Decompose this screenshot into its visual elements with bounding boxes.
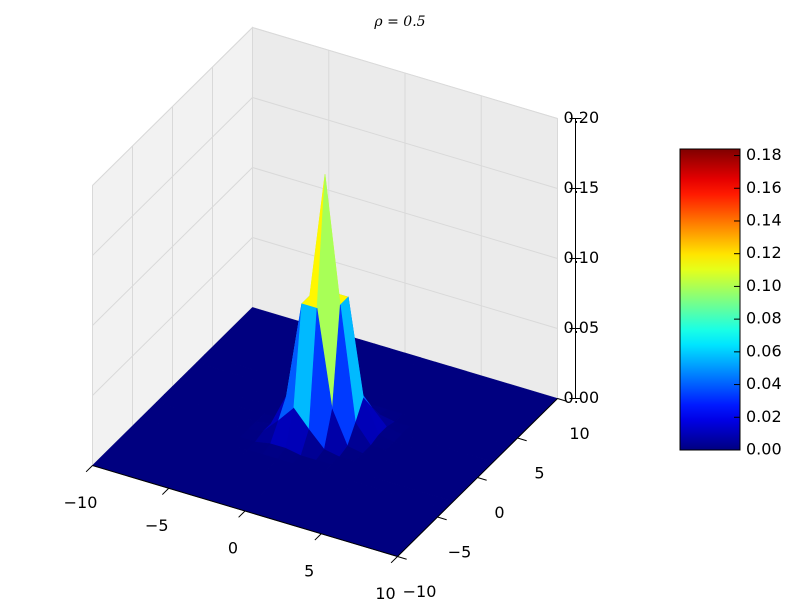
z-tick-label: 0.10 (564, 248, 600, 267)
z-tick-label: 0.20 (564, 108, 600, 127)
y-tick-label: 10 (569, 424, 589, 443)
colorbar-tick-label: 0.02 (746, 407, 782, 426)
x-tick-label: 0 (228, 539, 238, 558)
y-tick-label: 5 (534, 464, 544, 483)
y-tick (437, 516, 447, 521)
x-tick-label: −5 (145, 516, 169, 535)
surface (91, 174, 559, 557)
x-tick-label: 5 (304, 561, 314, 580)
y-tick (517, 437, 527, 442)
x-tick (390, 556, 398, 564)
x-tick-label: 10 (375, 584, 395, 600)
colorbar-tick-label: 0.16 (746, 178, 782, 197)
z-tick-label: 0.05 (564, 318, 600, 337)
y-tick (557, 398, 567, 402)
y-tick-label: −10 (403, 582, 437, 600)
y-tick (477, 477, 487, 481)
colorbar-tick-label: 0.12 (746, 243, 782, 262)
chart-title: ρ = 0.5 (373, 14, 425, 30)
x-tick (238, 510, 246, 518)
colorbar-tick-label: 0.04 (746, 374, 782, 393)
z-tick-label: 0.00 (564, 388, 600, 407)
colorbar-tick-label: 0.00 (746, 440, 782, 459)
colorbar-tick-label: 0.08 (746, 309, 782, 328)
x-tick (85, 465, 93, 473)
x-tick (314, 533, 322, 541)
colorbar-tick-label: 0.14 (746, 210, 782, 229)
x-tick-label: −10 (64, 493, 98, 512)
colorbar-tick-label: 0.06 (746, 341, 782, 360)
y-tick-label: 0 (494, 503, 504, 522)
colorbar-tick-label: 0.18 (746, 145, 782, 164)
colorbar-tick-label: 0.10 (746, 276, 782, 295)
y-tick (397, 556, 407, 560)
colorbar (679, 148, 741, 451)
x-tick (161, 487, 170, 495)
z-tick-label: 0.15 (564, 178, 600, 197)
y-tick-label: −5 (448, 543, 472, 562)
